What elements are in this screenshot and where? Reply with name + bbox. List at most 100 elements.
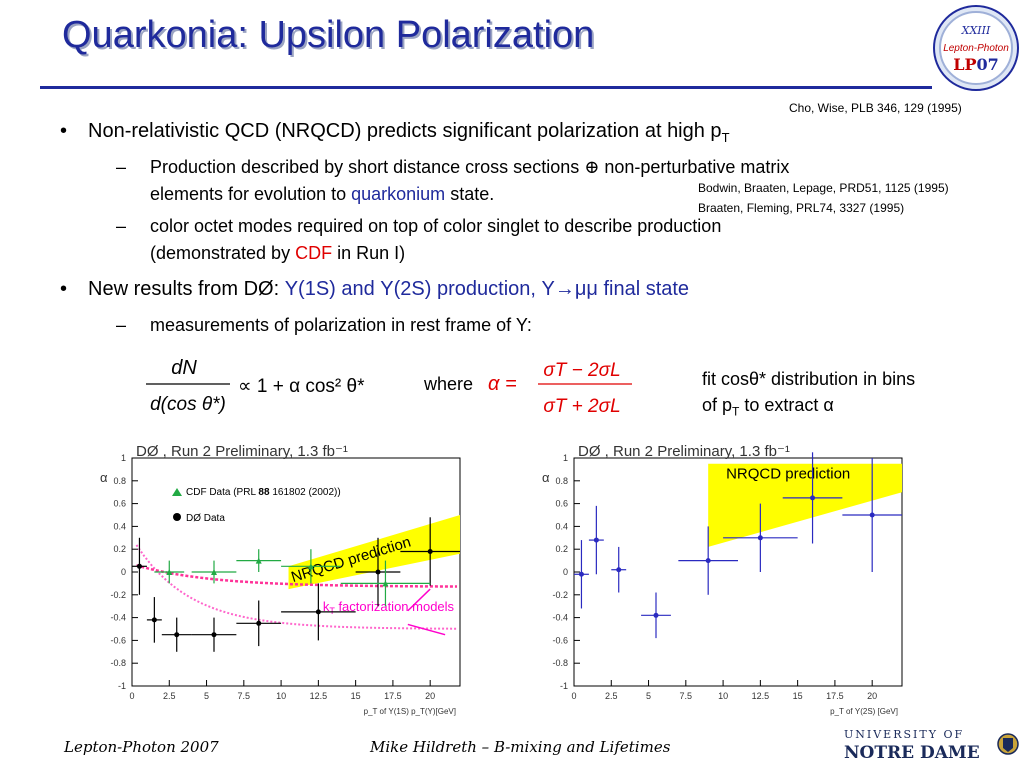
x-tick-label: 7.5 — [238, 691, 251, 701]
x-tick-label: 5 — [204, 691, 209, 701]
y-axis-label: α — [542, 470, 550, 485]
y-tick-label: 1 — [121, 453, 126, 463]
svg-text:σT + 2σL: σT + 2σL — [543, 396, 620, 417]
data-point-triangle — [382, 580, 389, 587]
y-tick-label: -0.2 — [552, 590, 568, 600]
y-tick-label: -0.8 — [110, 658, 126, 668]
subbullet-color-octet: – color octet modes required on top of c… — [116, 216, 722, 263]
x-tick-label: 2.5 — [605, 691, 618, 701]
x-tick-label: 10 — [276, 691, 286, 701]
x-tick-label: 12.5 — [310, 691, 328, 701]
svg-text:∝ 1 + α cos² θ*: ∝ 1 + α cos² θ* — [238, 376, 365, 397]
svg-text:σT − 2σL: σT − 2σL — [543, 360, 620, 381]
x-tick-label: 20 — [867, 691, 877, 701]
bullet-nrqcd: • Non-relativistic QCD (NRQCD) predicts … — [60, 120, 730, 145]
y-tick-label: 0.8 — [113, 476, 126, 486]
svg-text:UNIVERSITY OF: UNIVERSITY OF — [844, 728, 964, 741]
svg-text:α =: α = — [488, 373, 517, 395]
y-tick-label: -0.4 — [110, 613, 126, 623]
x-tick-label: 2.5 — [163, 691, 176, 701]
y-tick-label: 1 — [563, 453, 568, 463]
x-axis-label: p_T of Υ(1S) p_T(Υ)[GeV] — [364, 707, 456, 716]
data-point — [653, 612, 659, 618]
citation-bodwin: Bodwin, Braaten, Lepage, PRD51, 1125 (19… — [698, 181, 949, 195]
x-tick-label: 20 — [425, 691, 435, 701]
alpha-equation: α = σT − 2σL σT + 2σL — [488, 360, 632, 417]
y-tick-label: -1 — [118, 681, 126, 691]
kt-label: kT factorization models — [323, 599, 455, 616]
where-label: where — [424, 374, 474, 394]
data-point — [136, 563, 142, 569]
kt-arrow — [407, 623, 446, 636]
data-point — [578, 571, 584, 577]
nrqcd-label: NRQCD prediction — [726, 466, 850, 483]
svg-text:Lepton-Photon: Lepton-Photon — [943, 43, 1009, 54]
y-tick-label: -0.6 — [552, 635, 568, 645]
y-tick-label: 0 — [121, 567, 126, 577]
y-tick-label: 0 — [563, 567, 568, 577]
x-tick-label: 0 — [571, 691, 576, 701]
y-tick-label: 0.2 — [555, 544, 568, 554]
x-tick-label: 15 — [351, 691, 361, 701]
lepton-photon-logo: XXIII Lepton-Photon LP07 — [933, 5, 1019, 91]
upsilon-2s-alpha-plot: DØ , Run 2 Preliminary, 1.3 fb⁻¹ -1 -0.8 -0… — [542, 443, 903, 716]
bullet-new-results: • New results from DØ: Υ(1S) and Υ(2S) p… — [60, 278, 690, 300]
footer-author-title: Mike Hildreth – B-mixing and Lifetimes — [370, 738, 671, 756]
y-tick-label: -1 — [560, 681, 568, 691]
svg-text:dN: dN — [171, 357, 197, 379]
x-tick-label: 12.5 — [752, 691, 770, 701]
data-point-triangle — [307, 563, 314, 570]
kt-arrow — [407, 588, 431, 612]
svg-text:XXIII: XXIII — [961, 24, 991, 37]
plot-title: DØ , Run 2 Preliminary, 1.3 fb⁻¹ — [578, 443, 790, 460]
y-tick-label: 0.6 — [555, 499, 568, 509]
data-point — [174, 632, 180, 638]
y-tick-label: 0.2 — [113, 544, 126, 554]
data-point — [256, 620, 262, 626]
bullet-dot: • — [60, 120, 68, 142]
y-tick-label: 0.4 — [113, 521, 126, 531]
y-axis-label: α — [100, 470, 108, 485]
legend-triangle-marker — [172, 488, 182, 496]
title-underline — [40, 86, 932, 89]
data-point — [375, 569, 381, 575]
y-tick-label: 0.6 — [113, 499, 126, 509]
x-tick-label: 5 — [646, 691, 651, 701]
kt-model-curve — [136, 564, 458, 588]
x-tick-label: 17.5 — [826, 691, 844, 701]
kt-model-curve — [135, 544, 458, 630]
legend-cdf-label: CDF Data (PRL 88 161802 (2002)) — [186, 487, 341, 498]
svg-text:d(cos θ*): d(cos θ*) — [150, 394, 226, 415]
data-point-triangle — [255, 557, 262, 564]
x-tick-label: 0 — [129, 691, 134, 701]
y-tick-label: 0.4 — [555, 521, 568, 531]
nrqcd-band — [288, 515, 460, 590]
data-point — [757, 535, 763, 541]
upsilon-1s-alpha-plot: DØ , Run 2 Preliminary, 1.3 fb⁻¹ -1 -0.8 -0… — [100, 443, 461, 716]
nrqcd-band — [708, 463, 902, 547]
data-point — [810, 495, 816, 501]
data-point — [315, 609, 321, 615]
y-tick-label: -0.6 — [110, 635, 126, 645]
data-point-triangle — [166, 569, 173, 575]
x-tick-label: 17.5 — [384, 691, 402, 701]
y-tick-label: -0.2 — [110, 590, 126, 600]
y-tick-label: -0.8 — [552, 658, 568, 668]
plot-title: DØ , Run 2 Preliminary, 1.3 fb⁻¹ — [136, 443, 348, 460]
slide-title: Quarkonia: Upsilon Polarization — [62, 14, 595, 56]
footer-conference: Lepton-Photon 2007 — [64, 738, 219, 756]
data-point — [151, 617, 157, 623]
data-point — [211, 632, 217, 638]
svg-text:NOTRE DAME: NOTRE DAME — [844, 743, 980, 763]
subbullet-production: – Production described by short distance… — [116, 157, 790, 204]
y-tick-label: -0.4 — [552, 613, 568, 623]
legend-circle-marker — [173, 513, 181, 521]
notre-dame-logo: UNIVERSITY OF NOTRE DAME — [844, 728, 1019, 763]
fit-description: fit cosθ* distribution in bins of pT to … — [702, 369, 916, 419]
data-point — [427, 548, 433, 554]
x-tick-label: 10 — [718, 691, 728, 701]
x-axis-label: p_T of Υ(2S) [GeV] — [830, 707, 898, 716]
subbullet-measurements: – measurements of polarization in rest f… — [116, 315, 532, 335]
x-tick-label: 15 — [793, 691, 803, 701]
svg-text:LP07: LP07 — [953, 55, 999, 74]
